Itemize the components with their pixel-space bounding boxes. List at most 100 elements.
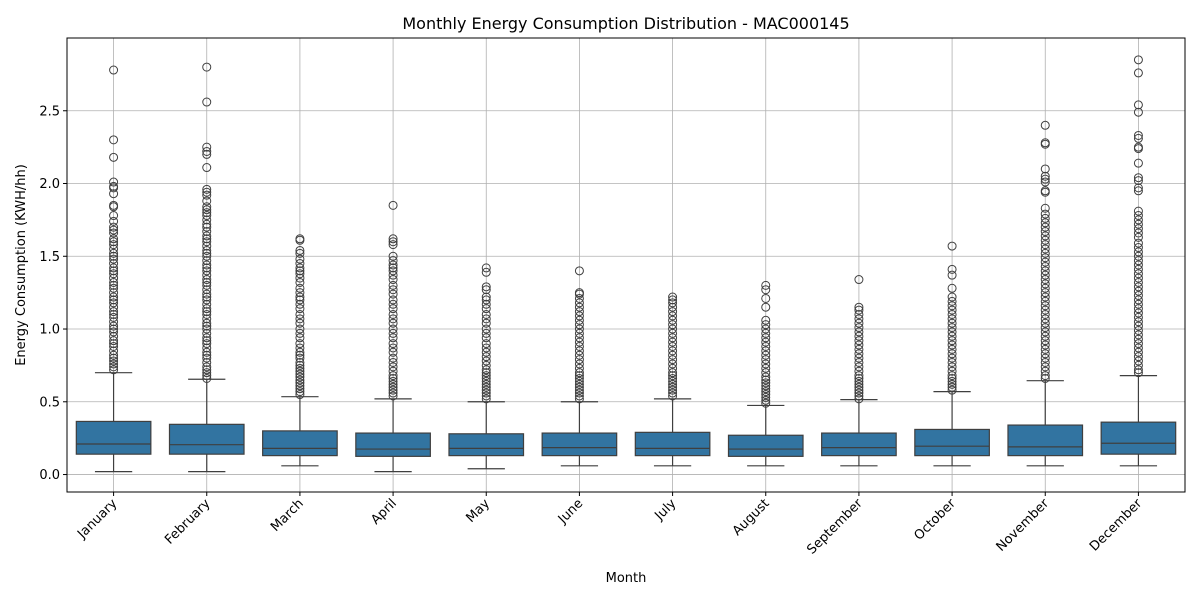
outlier-point xyxy=(1133,232,1143,242)
iqr-box xyxy=(914,428,990,457)
outlier-point xyxy=(1040,222,1050,232)
outlier-point xyxy=(295,295,305,305)
outlier-point xyxy=(109,359,119,369)
outlier-point xyxy=(202,270,212,280)
outlier-point xyxy=(1133,347,1143,357)
outlier-point xyxy=(947,336,957,346)
outlier-point xyxy=(202,219,212,229)
outlier-point xyxy=(1040,279,1050,289)
outlier-point xyxy=(109,251,119,261)
outlier-point xyxy=(1133,183,1143,193)
outlier-point xyxy=(109,312,119,322)
outlier-point xyxy=(854,318,864,328)
outlier-point xyxy=(574,315,584,325)
outlier-point xyxy=(668,337,678,347)
outlier-point xyxy=(109,331,119,341)
outlier-point xyxy=(1040,366,1050,376)
outlier-point xyxy=(574,302,584,312)
outlier-point xyxy=(388,280,398,290)
outlier-point xyxy=(574,363,584,373)
outlier-point xyxy=(109,237,119,247)
chart-title: Monthly Energy Consumption Distribution … xyxy=(402,14,849,33)
outlier-point xyxy=(481,365,491,375)
y-axis-label: Energy Consumption (KWH/hh) xyxy=(14,164,29,366)
outlier-point xyxy=(854,349,864,359)
outlier-point xyxy=(109,202,119,212)
outlier-point xyxy=(574,298,584,308)
outlier-point xyxy=(668,363,678,373)
outlier-point xyxy=(295,381,305,391)
outlier-point xyxy=(481,382,491,392)
outlier-point xyxy=(668,292,678,302)
outlier-point xyxy=(481,333,491,343)
iqr-box xyxy=(821,432,897,457)
outlier-point xyxy=(761,372,771,382)
outlier-point xyxy=(481,374,491,383)
outlier-point xyxy=(109,234,119,244)
outlier-point xyxy=(202,187,212,197)
outlier-point xyxy=(295,372,305,382)
outlier-point xyxy=(854,376,864,386)
outlier-point xyxy=(202,184,212,194)
outlier-point xyxy=(295,378,305,388)
outlier-point xyxy=(1133,144,1143,154)
outlier-point xyxy=(202,324,212,334)
outlier-point xyxy=(854,336,864,346)
outlier-point xyxy=(388,304,398,314)
outlier-point xyxy=(947,362,957,372)
outlier-point xyxy=(109,283,119,293)
outlier-point xyxy=(761,324,771,334)
outlier-point xyxy=(388,385,398,395)
outlier-point xyxy=(202,163,212,173)
outlier-point xyxy=(481,324,491,334)
outlier-point xyxy=(1133,299,1143,309)
outlier-point xyxy=(388,333,398,343)
outlier-point xyxy=(202,368,212,378)
outlier-point xyxy=(295,292,305,302)
outlier-point xyxy=(854,391,864,401)
outlier-point xyxy=(295,299,305,309)
outlier-point xyxy=(109,362,119,372)
outlier-point xyxy=(295,363,305,373)
outlier-point xyxy=(202,237,212,247)
outlier-point xyxy=(947,305,957,315)
outlier-point xyxy=(388,343,398,353)
x-tick-label: December xyxy=(1087,496,1146,555)
outlier-point xyxy=(854,374,864,383)
x-tick-label: May xyxy=(463,496,493,526)
outlier-point xyxy=(202,314,212,324)
outlier-point xyxy=(574,371,584,381)
outlier-point xyxy=(854,394,864,404)
outlier-point xyxy=(109,277,119,287)
outlier-point xyxy=(668,341,678,351)
outlier-point xyxy=(1133,251,1143,261)
outlier-point xyxy=(574,382,584,392)
outlier-point xyxy=(202,266,212,276)
outlier-point xyxy=(202,295,212,305)
iqr-box xyxy=(727,434,804,457)
outlier-point xyxy=(668,315,678,325)
outlier-point xyxy=(947,385,957,395)
outlier-point xyxy=(854,353,864,363)
outlier-point xyxy=(1040,218,1050,228)
outlier-point xyxy=(947,318,957,328)
iqr-box xyxy=(1007,424,1084,457)
box-march xyxy=(262,234,338,467)
outlier-point xyxy=(668,371,678,381)
outlier-point xyxy=(295,366,305,376)
outlier-point xyxy=(202,222,212,232)
outlier-point xyxy=(1040,336,1050,346)
outlier-point xyxy=(854,331,864,341)
box-december xyxy=(1100,55,1177,467)
outlier-point xyxy=(668,379,678,389)
outlier-point xyxy=(947,371,957,381)
outlier-point xyxy=(295,254,305,264)
outlier-point xyxy=(854,344,864,354)
outlier-point xyxy=(1040,374,1050,383)
outlier-point xyxy=(388,314,398,324)
outlier-point xyxy=(1133,312,1143,322)
outlier-point xyxy=(1133,368,1143,378)
outlier-point xyxy=(202,149,212,159)
outlier-point xyxy=(295,339,305,349)
x-tick-label: October xyxy=(912,496,960,544)
